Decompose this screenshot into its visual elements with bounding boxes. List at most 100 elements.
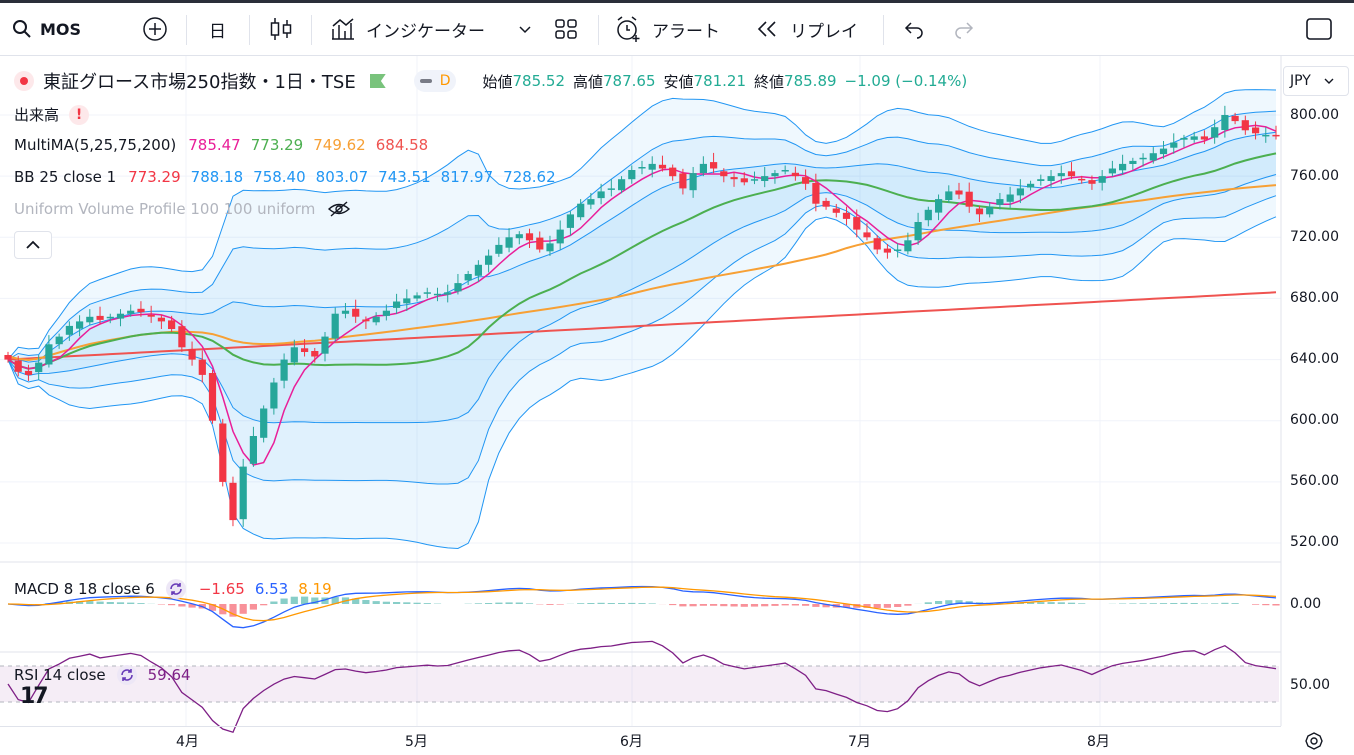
close-label: 終値 — [754, 71, 784, 92]
candle-body — [189, 349, 196, 359]
candle-body — [373, 317, 380, 323]
candle-body — [1150, 153, 1157, 160]
volume-legend[interactable]: 出来高 ! — [14, 104, 89, 125]
settings-button[interactable] — [1304, 731, 1324, 755]
candle-body — [823, 201, 830, 207]
candle-body — [25, 371, 32, 375]
candle-body — [1078, 179, 1085, 181]
macd-histogram-bar — [1150, 603, 1157, 604]
fullscreen-button[interactable] — [1305, 13, 1333, 45]
price-axis[interactable]: JPY — [1281, 56, 1354, 726]
collapse-legend-button[interactable] — [14, 231, 52, 259]
macd-histogram-bar — [649, 603, 656, 604]
eye-hidden-icon[interactable] — [327, 200, 351, 218]
currency-selector[interactable]: JPY — [1283, 66, 1349, 96]
price-tick: 600.00 — [1290, 412, 1339, 428]
top-toolbar: MOS 日 インジケーター アラート リプレイ — [0, 3, 1354, 56]
macd-histogram-bar — [874, 604, 881, 608]
chart-type-button[interactable] — [268, 13, 294, 45]
replay-button[interactable]: リプレイ — [756, 13, 858, 45]
candle-body — [751, 179, 758, 181]
price-tick: 560.00 — [1290, 473, 1339, 489]
candle-body — [587, 199, 594, 205]
macd-histogram-bar — [925, 602, 932, 604]
change-value: −1.09 (−0.14%) — [845, 72, 968, 90]
interval-label: 日 — [209, 17, 226, 42]
macd-histogram-bar — [393, 602, 400, 604]
redo-button[interactable] — [953, 13, 975, 45]
volume-profile-legend[interactable]: Uniform Volume Profile 100 100 uniform — [14, 200, 351, 218]
candle-body — [649, 164, 656, 170]
grid-icon — [554, 17, 578, 41]
tradingview-logo[interactable]: 17 — [20, 684, 47, 709]
interval-button[interactable]: 日 — [209, 13, 226, 45]
candle-body — [536, 238, 543, 250]
compare-symbol-button[interactable] — [141, 13, 169, 45]
macd-histogram-bar — [720, 604, 727, 606]
candle-body — [414, 295, 421, 298]
symbol-title[interactable]: 東証グロース市場250指数・1日・TSE — [43, 68, 356, 94]
candle-body — [383, 311, 390, 316]
chevron-down-icon — [1323, 75, 1335, 87]
macd-histogram-bar — [250, 604, 257, 610]
layouts-button[interactable] — [554, 13, 578, 45]
candle-body — [168, 320, 175, 329]
candle-body — [966, 192, 973, 207]
price-chart[interactable] — [0, 56, 1354, 753]
candle-body — [270, 383, 277, 409]
candle-body — [240, 467, 247, 520]
candle-body — [761, 176, 768, 181]
candle-body — [935, 199, 942, 213]
candle-body — [618, 179, 625, 190]
toolbar-separator — [311, 15, 312, 45]
delay-badge[interactable]: D — [414, 70, 457, 92]
bb-value: 788.18 — [191, 168, 244, 186]
candle-body — [506, 237, 513, 247]
candle-body — [986, 207, 993, 215]
alert-button[interactable]: アラート — [614, 13, 720, 45]
candle-body — [403, 298, 410, 303]
multima-legend[interactable]: MultiMA(5,25,75,200) 785.47 773.29 749.6… — [14, 136, 428, 154]
fullscreen-icon — [1305, 16, 1333, 42]
candle-body — [199, 360, 206, 375]
macd-histogram-bar — [383, 602, 390, 604]
rsi-legend[interactable]: RSI 14 close 59.64 — [14, 664, 191, 686]
candle-body — [35, 363, 42, 373]
candle-body — [710, 162, 717, 168]
macd-histogram-bar — [679, 604, 686, 606]
candle-body — [833, 209, 840, 213]
candle-body — [659, 165, 666, 169]
search-icon — [12, 19, 32, 39]
symbol-search[interactable]: MOS — [12, 13, 81, 45]
candle-body — [342, 311, 349, 314]
macd-histogram-bar — [618, 603, 625, 604]
macd-histogram-bar — [638, 603, 645, 604]
macd-histogram-bar — [1140, 603, 1147, 604]
rsi-axis-tick: 50.00 — [1290, 677, 1330, 693]
ma25-value: 773.29 — [251, 136, 304, 154]
indicators-button[interactable]: インジケーター — [330, 13, 485, 45]
macd-legend[interactable]: MACD 8 18 close 6 −1.65 6.53 8.19 — [14, 578, 332, 600]
macd-histogram-bar — [577, 603, 584, 604]
alert-label: アラート — [652, 17, 720, 42]
indicators-dropdown[interactable] — [517, 13, 533, 45]
macd-histogram-bar — [802, 604, 809, 606]
macd-histogram-bar — [792, 604, 799, 606]
bb-legend[interactable]: BB 25 close 1 773.29 788.18 758.40 803.0… — [14, 168, 556, 186]
macd-histogram-bar — [557, 604, 564, 605]
candle-body — [904, 240, 911, 251]
macd-histogram-bar — [506, 602, 513, 604]
indicators-icon — [330, 16, 356, 42]
macd-histogram-bar — [475, 603, 482, 604]
time-tick: 4月 — [176, 731, 199, 751]
macd-histogram-bar — [403, 602, 410, 604]
rsi-band — [0, 666, 1279, 702]
open-label: 始値 — [482, 71, 512, 92]
macd-histogram-bar — [1191, 603, 1198, 604]
bb-value: 817.97 — [441, 168, 494, 186]
undo-button[interactable] — [903, 13, 925, 45]
candle-body — [178, 326, 185, 347]
bb-value: 758.40 — [253, 168, 306, 186]
toolbar-separator — [598, 15, 599, 45]
macd-histogram-bar — [168, 604, 175, 605]
